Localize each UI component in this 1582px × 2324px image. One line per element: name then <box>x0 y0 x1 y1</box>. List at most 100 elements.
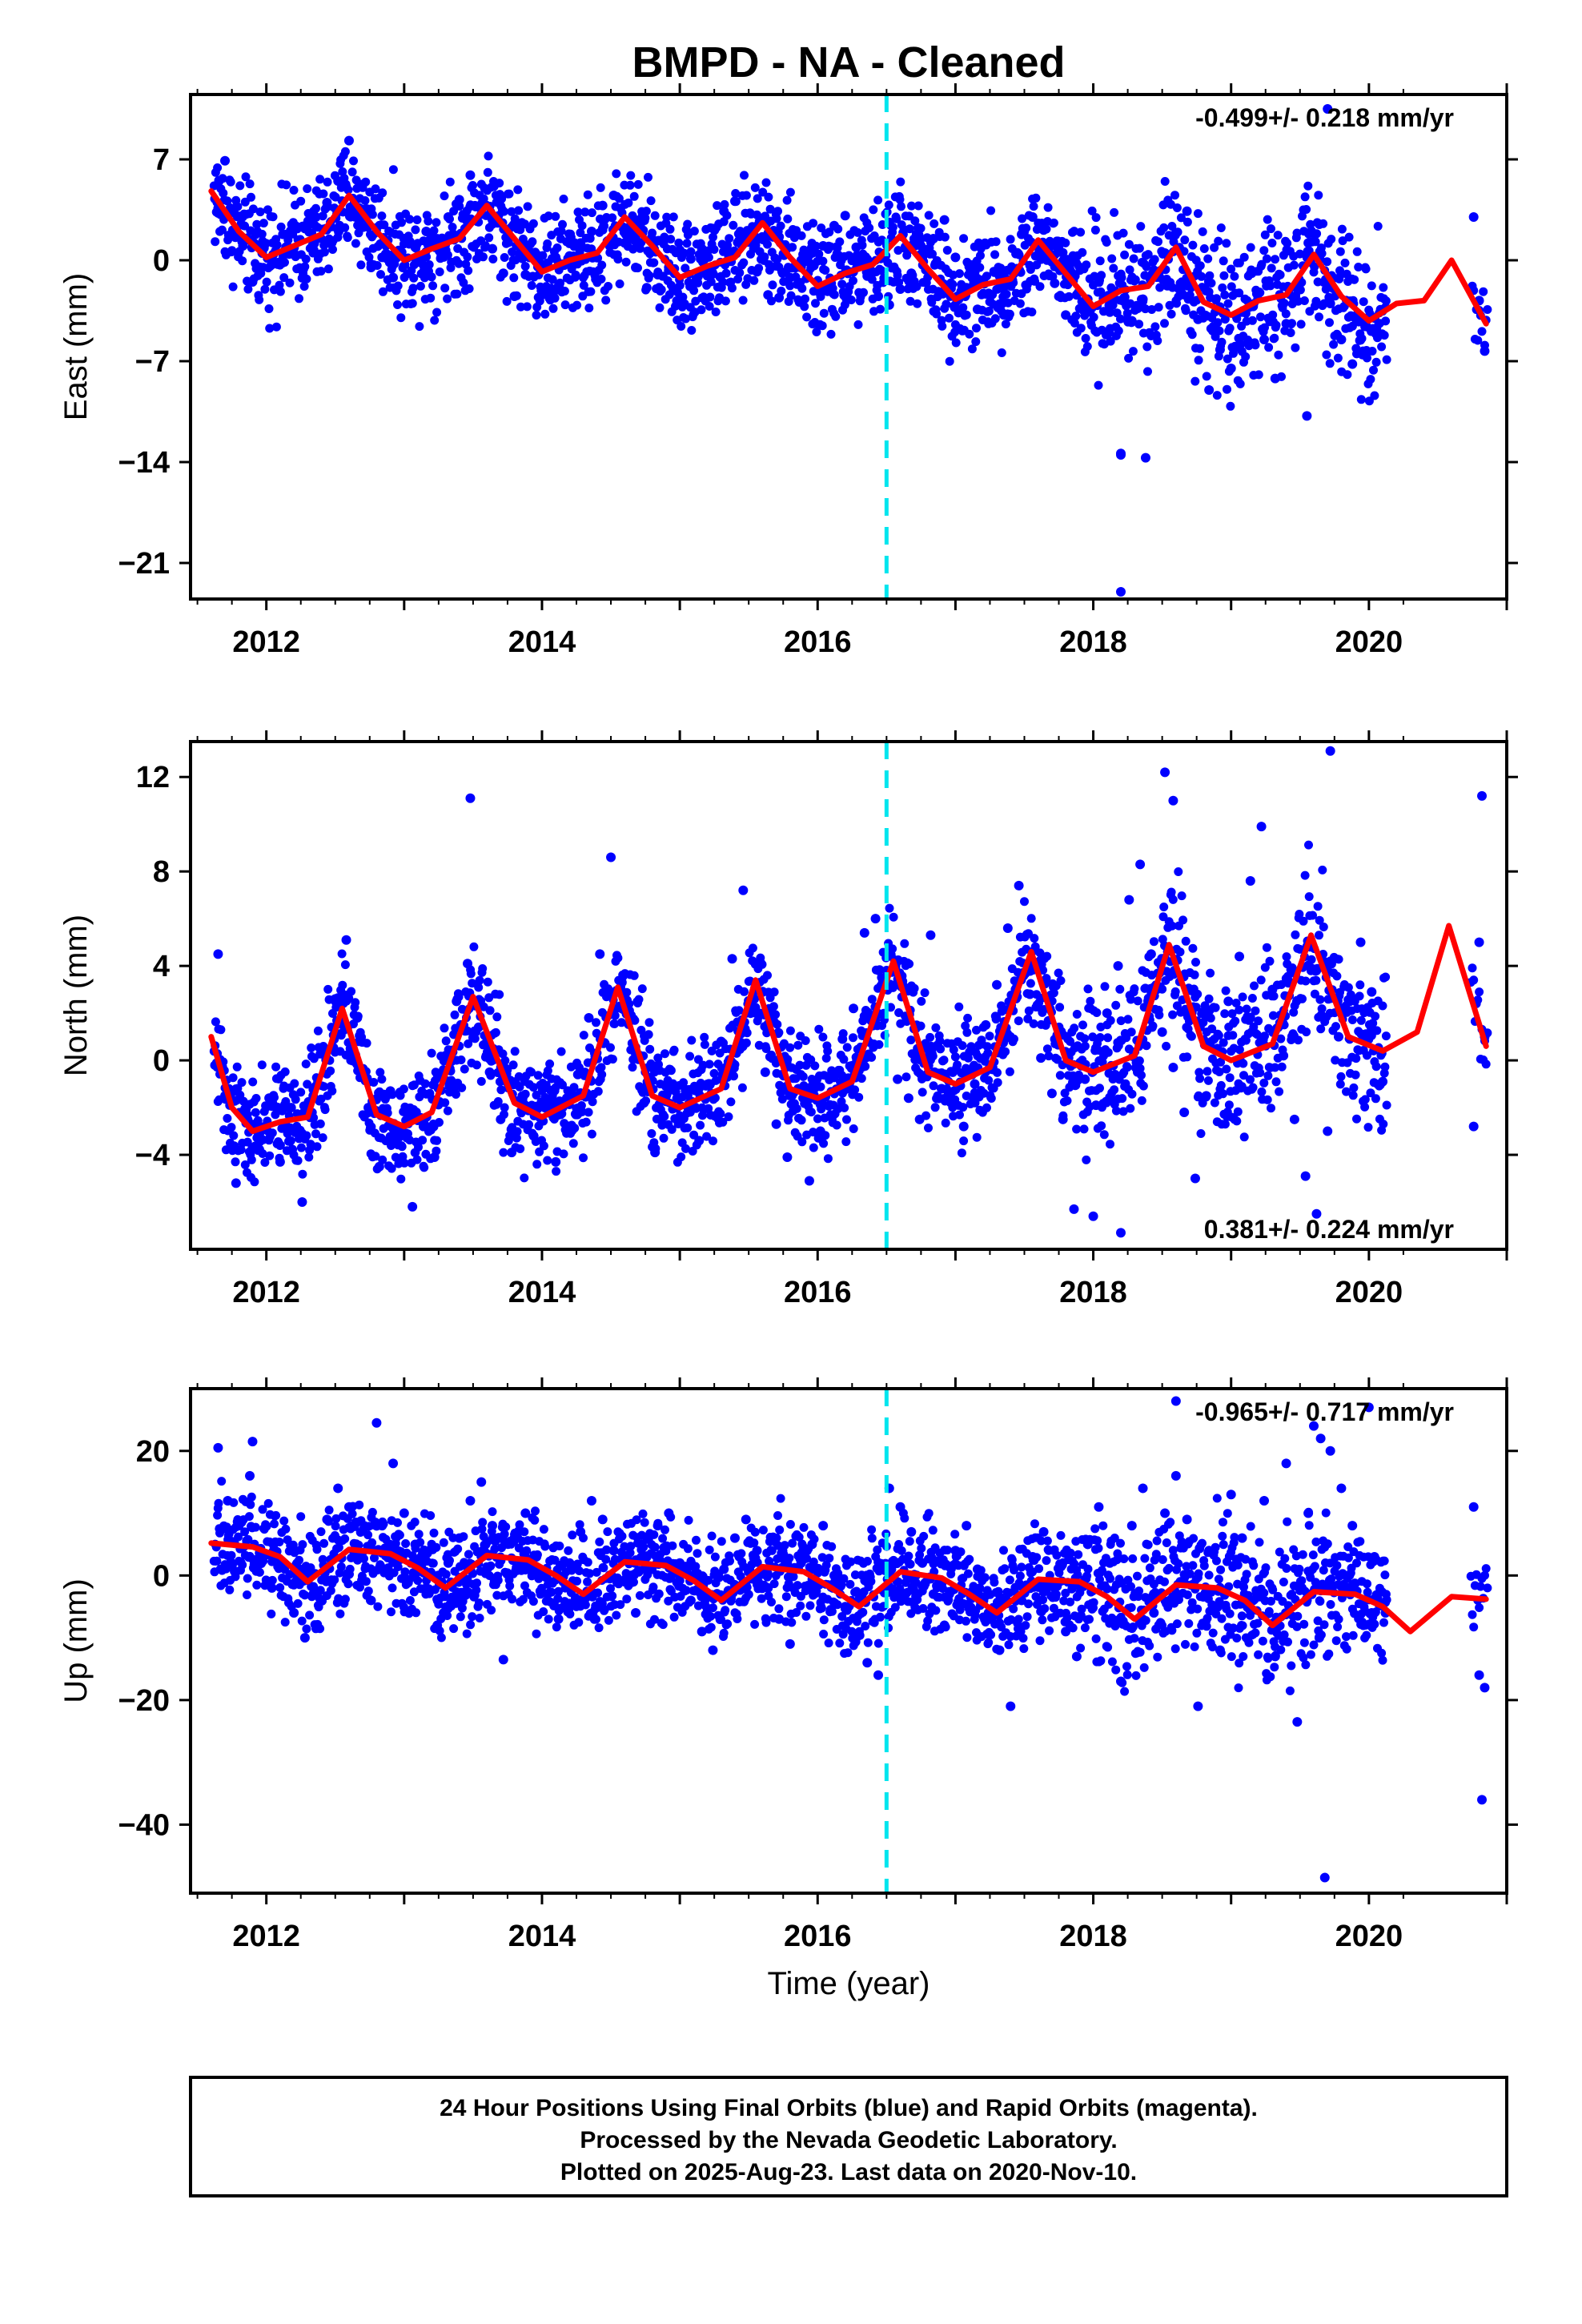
data-point <box>1270 1651 1280 1662</box>
y-tick-label: 12 <box>136 761 170 794</box>
data-point <box>1017 229 1027 239</box>
data-point <box>1235 951 1245 962</box>
data-point <box>1344 996 1355 1007</box>
data-point <box>1160 1508 1170 1518</box>
data-point <box>1323 1126 1333 1136</box>
noise-scatter-cloud <box>209 147 1492 411</box>
data-point <box>432 1620 443 1630</box>
data-point <box>849 1003 859 1014</box>
data-point <box>1190 1173 1200 1184</box>
data-point <box>454 195 464 205</box>
data-point <box>333 1483 343 1494</box>
footer-line-3: Plotted on 2025-Aug-23. Last data on 202… <box>560 2159 1137 2185</box>
outlier-point <box>1325 746 1335 756</box>
x-tick-label: 2020 <box>1335 1276 1403 1309</box>
data-point <box>443 212 453 222</box>
data-point <box>289 248 299 258</box>
data-point <box>452 996 462 1007</box>
east-panel: 7 0 −7 −14 −21 2012 2014 2016 2018 2020 East (mm) -… <box>58 83 1518 659</box>
data-point <box>322 198 332 207</box>
data-point <box>804 1176 814 1186</box>
data-point <box>829 220 839 231</box>
data-point <box>1102 1008 1112 1019</box>
data-point <box>1135 859 1146 870</box>
data-point <box>950 1546 961 1556</box>
data-point <box>672 1114 682 1124</box>
data-point <box>641 1552 652 1562</box>
data-point <box>247 277 258 287</box>
data-point <box>796 1558 806 1568</box>
model-curve <box>208 923 1489 1135</box>
data-point <box>509 292 520 301</box>
data-point <box>752 267 762 277</box>
y-tick-label: 20 <box>136 1435 170 1469</box>
data-point <box>528 1131 539 1141</box>
data-point <box>705 1079 715 1089</box>
data-point <box>771 1119 781 1129</box>
data-point <box>616 977 627 987</box>
data-point <box>1182 1514 1192 1525</box>
data-point <box>595 949 605 959</box>
data-point <box>443 1558 453 1568</box>
footer-line-2: Processed by the Nevada Geodetic Laborat… <box>580 2127 1117 2153</box>
data-point <box>476 1477 487 1487</box>
north-panel: 12 8 4 0 −4 2012 2014 2016 2018 2020 North (mm) 0.3… <box>58 730 1518 1309</box>
x-tick-label: 2012 <box>232 1276 300 1309</box>
data-point <box>1069 1204 1079 1214</box>
data-point <box>608 1546 619 1556</box>
data-point <box>267 1582 277 1593</box>
data-point <box>1061 310 1071 320</box>
data-point <box>1149 1608 1159 1618</box>
data-point <box>1223 996 1234 1007</box>
data-point <box>1027 1552 1038 1562</box>
x-tick-label: 2014 <box>508 1920 576 1953</box>
data-point <box>719 1564 729 1574</box>
data-point <box>377 252 387 263</box>
data-point <box>873 292 884 301</box>
data-point <box>1468 1502 1479 1512</box>
data-point <box>1237 1533 1247 1543</box>
data-point <box>238 241 248 251</box>
data-point <box>311 1589 321 1599</box>
data-point <box>694 1136 705 1146</box>
data-point <box>862 271 873 281</box>
outlier-point <box>247 1437 258 1447</box>
y-axis-label: East (mm) <box>58 273 94 420</box>
data-point <box>488 1521 498 1531</box>
x-tick-label: 2020 <box>1335 1920 1403 1953</box>
data-point <box>289 1608 299 1618</box>
data-point <box>399 234 409 243</box>
data-point <box>572 1069 583 1080</box>
data-point <box>829 1570 839 1581</box>
data-point <box>763 290 773 300</box>
data-point <box>498 268 508 279</box>
data-point <box>970 1079 980 1089</box>
data-point <box>1168 1062 1178 1072</box>
data-point <box>939 1620 950 1630</box>
x-tick-label: 2016 <box>784 1276 852 1309</box>
data-point <box>639 1098 649 1108</box>
data-point <box>1170 1470 1181 1481</box>
data-point <box>1311 1208 1322 1219</box>
y-tick-label: 0 <box>153 1559 170 1593</box>
data-point <box>551 1156 561 1167</box>
data-point <box>429 1152 440 1162</box>
data-point <box>1314 1633 1324 1643</box>
data-point <box>1182 206 1192 216</box>
data-point <box>620 238 630 248</box>
plot-frame <box>189 93 1508 601</box>
data-point <box>782 1152 793 1162</box>
outlier-point <box>1363 1402 1374 1413</box>
data-point <box>473 1022 484 1032</box>
data-point <box>1036 1053 1046 1063</box>
outlier-point <box>1115 1228 1126 1238</box>
data-point <box>355 1552 365 1562</box>
x-tick-label: 2014 <box>508 1276 576 1309</box>
y-tick-label: −20 <box>118 1684 170 1718</box>
data-point <box>650 1148 661 1158</box>
data-point <box>1082 1539 1093 1550</box>
data-point <box>1226 364 1236 373</box>
data-point <box>1369 1552 1379 1562</box>
y-tick-label: −40 <box>118 1808 170 1842</box>
up-panel: 20 0 −20 −40 2012 2014 2016 2018 2020 Up (mm) -0.9… <box>58 1377 1518 1953</box>
